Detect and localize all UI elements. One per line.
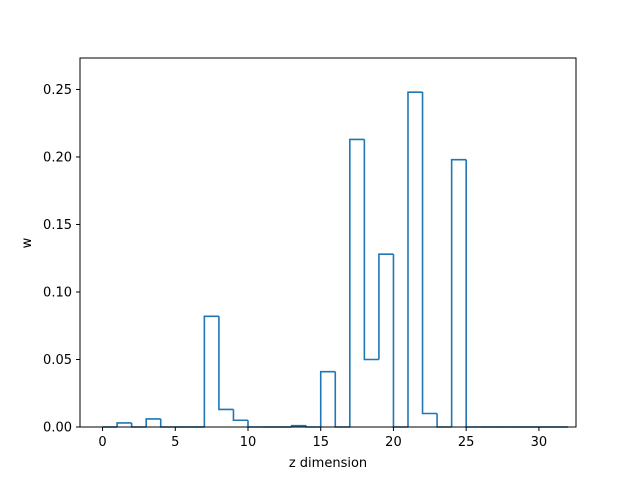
histogram-bar [232, 409, 248, 422]
x-tick-label: 15 [312, 435, 329, 450]
y-tick-label: 0.10 [43, 285, 72, 300]
histogram-bar [363, 139, 379, 361]
histogram-bar [450, 158, 467, 427]
x-axis-ticks: 0 5 10 15 20 25 30 [98, 427, 547, 450]
axes-frame [79, 57, 577, 428]
histogram-bar [407, 91, 423, 427]
x-tick-label: 20 [385, 435, 402, 450]
y-tick-label: 0.00 [43, 421, 72, 436]
histogram-bar [145, 418, 161, 427]
y-tick-label: 0.05 [43, 353, 72, 368]
y-tick-label: 0.25 [43, 83, 72, 98]
x-tick-label: 30 [531, 435, 548, 450]
histogram-bar [421, 92, 438, 415]
x-tick-label: 5 [171, 435, 179, 450]
x-tick-label: 10 [240, 435, 257, 450]
plot-area-border [79, 57, 577, 428]
y-axis-ticks: 0.00 0.05 0.10 0.15 0.20 0.25 [43, 83, 80, 436]
y-tick-label: 0.15 [43, 218, 72, 233]
histogram-bar [218, 316, 234, 411]
x-tick-label: 0 [98, 435, 106, 450]
histogram-bar [203, 315, 219, 427]
histogram-bar [319, 370, 336, 427]
x-axis-label: z dimension [289, 456, 367, 471]
y-axis-label: w [20, 237, 35, 248]
histogram-bar [349, 138, 365, 427]
histogram-bar [378, 253, 394, 360]
x-tick-label: 25 [458, 435, 475, 450]
histogram-bar [116, 422, 132, 427]
y-tick-label: 0.20 [43, 150, 72, 165]
